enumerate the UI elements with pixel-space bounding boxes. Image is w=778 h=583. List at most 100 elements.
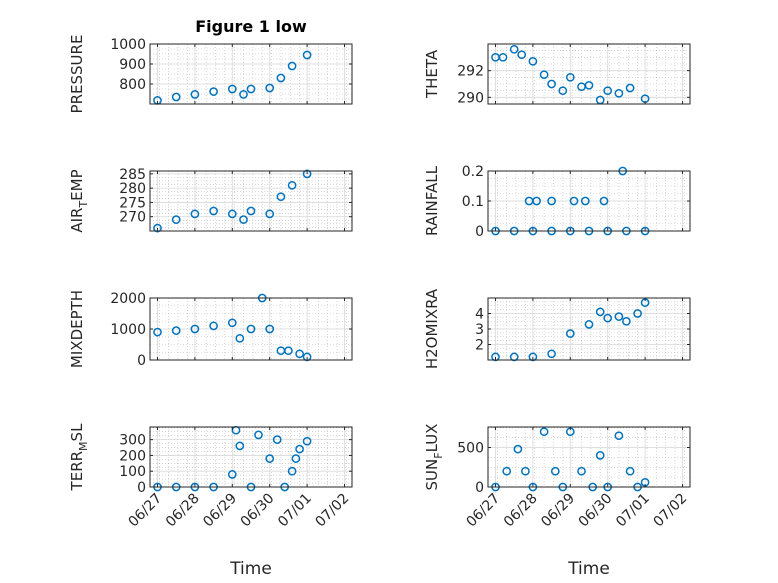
data-point — [291, 454, 301, 463]
subplot-h2omixra: 234 H2OMIXRA — [423, 288, 691, 369]
y-tick-label: 2 — [475, 338, 484, 354]
y-tick-label: 100 — [119, 464, 146, 480]
y-axis-label: SUNFLUX — [423, 424, 445, 491]
data-point — [190, 209, 200, 219]
data-point — [569, 196, 579, 206]
chart-title: Figure 1 low — [195, 17, 307, 36]
y-tick-label: 0.2 — [462, 164, 484, 180]
data-point — [235, 333, 245, 343]
data-point — [577, 466, 586, 476]
data-point — [595, 451, 605, 460]
data-point — [614, 312, 624, 321]
data-point — [614, 88, 624, 98]
y-tick-label: 0 — [137, 353, 146, 369]
data-point — [633, 309, 642, 318]
y-tick-label: 290 — [457, 90, 484, 106]
data-point — [246, 324, 256, 334]
data-point — [235, 441, 245, 451]
y-tick-label: 300 — [119, 433, 146, 449]
data-point — [599, 196, 609, 206]
data-point — [509, 44, 519, 54]
data-point — [498, 52, 508, 62]
data-point — [209, 87, 218, 96]
data-point — [239, 215, 248, 224]
x-tick-label: 07/02 — [650, 491, 690, 531]
axes-box — [149, 426, 353, 488]
y-axis-label-main: SUN — [423, 459, 441, 491]
data-point — [532, 196, 541, 206]
major-grid — [150, 171, 352, 231]
x-tick-label: 07/01 — [275, 491, 315, 531]
data-point — [287, 466, 297, 476]
data-point — [580, 196, 590, 206]
subplot-terr: 0100200300TERRMSL06/2706/2806/2906/3007/… — [68, 423, 353, 579]
y-tick-label: 500 — [457, 441, 484, 457]
data-point — [227, 84, 237, 94]
y-tick-label: 0 — [137, 480, 146, 496]
subplot-sun: 0 500 SUNFLUX 06/2706/2806/2906/3007/0107/0… — [423, 424, 691, 579]
data-point — [153, 223, 162, 233]
data-point — [584, 80, 594, 90]
data-point — [246, 206, 256, 216]
y-tick-label: 0 — [475, 224, 484, 240]
y-tick-label: 270 — [119, 210, 146, 226]
x-axis-label: Time — [229, 559, 272, 579]
y-tick-label: 3 — [475, 322, 484, 338]
x-tick-label: 06/28 — [501, 491, 541, 531]
data-point — [547, 349, 556, 359]
x-tick-label: 06/29 — [538, 491, 578, 531]
y-tick-label: 1000 — [110, 37, 146, 53]
data-point — [284, 346, 293, 356]
y-tick-label: 800 — [119, 77, 146, 93]
subplot-rainfall: 0 0.1 0.2 RAINFALL — [423, 164, 691, 240]
data-point — [276, 73, 286, 83]
data-point — [539, 427, 549, 437]
axes-box — [487, 43, 691, 105]
y-axis-label-main: TERR — [68, 451, 86, 492]
x-axis-label: Time — [567, 559, 610, 579]
data-point — [265, 324, 275, 334]
y-axis-label: H2OMIXRA — [423, 288, 441, 369]
x-tick-label: 07/01 — [613, 491, 653, 531]
y-axis-label-main: RAINFALL — [423, 165, 441, 236]
x-tick-label: 06/27 — [125, 491, 165, 531]
data-point — [295, 349, 304, 359]
data-point — [565, 72, 575, 82]
data-point — [265, 83, 275, 93]
y-axis-label-main: THETA — [423, 49, 441, 99]
data-point — [287, 61, 297, 71]
data-point — [625, 83, 635, 93]
x-tick-label: 06/27 — [463, 491, 503, 531]
data-markers — [491, 44, 650, 105]
data-markers — [153, 50, 312, 105]
data-point — [239, 90, 248, 99]
y-tick-label: 900 — [119, 57, 146, 73]
tick-marks — [488, 298, 690, 360]
data-point — [528, 56, 538, 66]
y-tick-label: 280 — [119, 181, 146, 197]
data-point — [302, 169, 312, 179]
data-point — [521, 466, 530, 476]
data-point — [227, 470, 237, 479]
data-markers — [153, 169, 312, 233]
plot-area — [150, 427, 352, 487]
data-point — [513, 444, 523, 454]
y-tick-label: 0.1 — [462, 194, 484, 210]
data-point — [171, 92, 181, 102]
data-point — [276, 192, 286, 202]
major-grid — [488, 298, 690, 360]
data-point — [295, 444, 304, 454]
data-point — [302, 436, 312, 446]
y-tick-label: 4 — [475, 307, 484, 323]
y-axis-label-tail: LUX — [423, 424, 441, 453]
data-point — [547, 79, 556, 89]
subplot-pressure: 800 900 1000 PRESSURE Figure 1 low — [68, 17, 353, 113]
subplot-mixdepth: 0 1000 2000 MIXDEPTH — [68, 290, 353, 369]
data-point — [625, 466, 635, 476]
x-tick-label: 06/28 — [163, 491, 203, 531]
data-point — [209, 321, 218, 331]
data-point — [287, 180, 297, 190]
